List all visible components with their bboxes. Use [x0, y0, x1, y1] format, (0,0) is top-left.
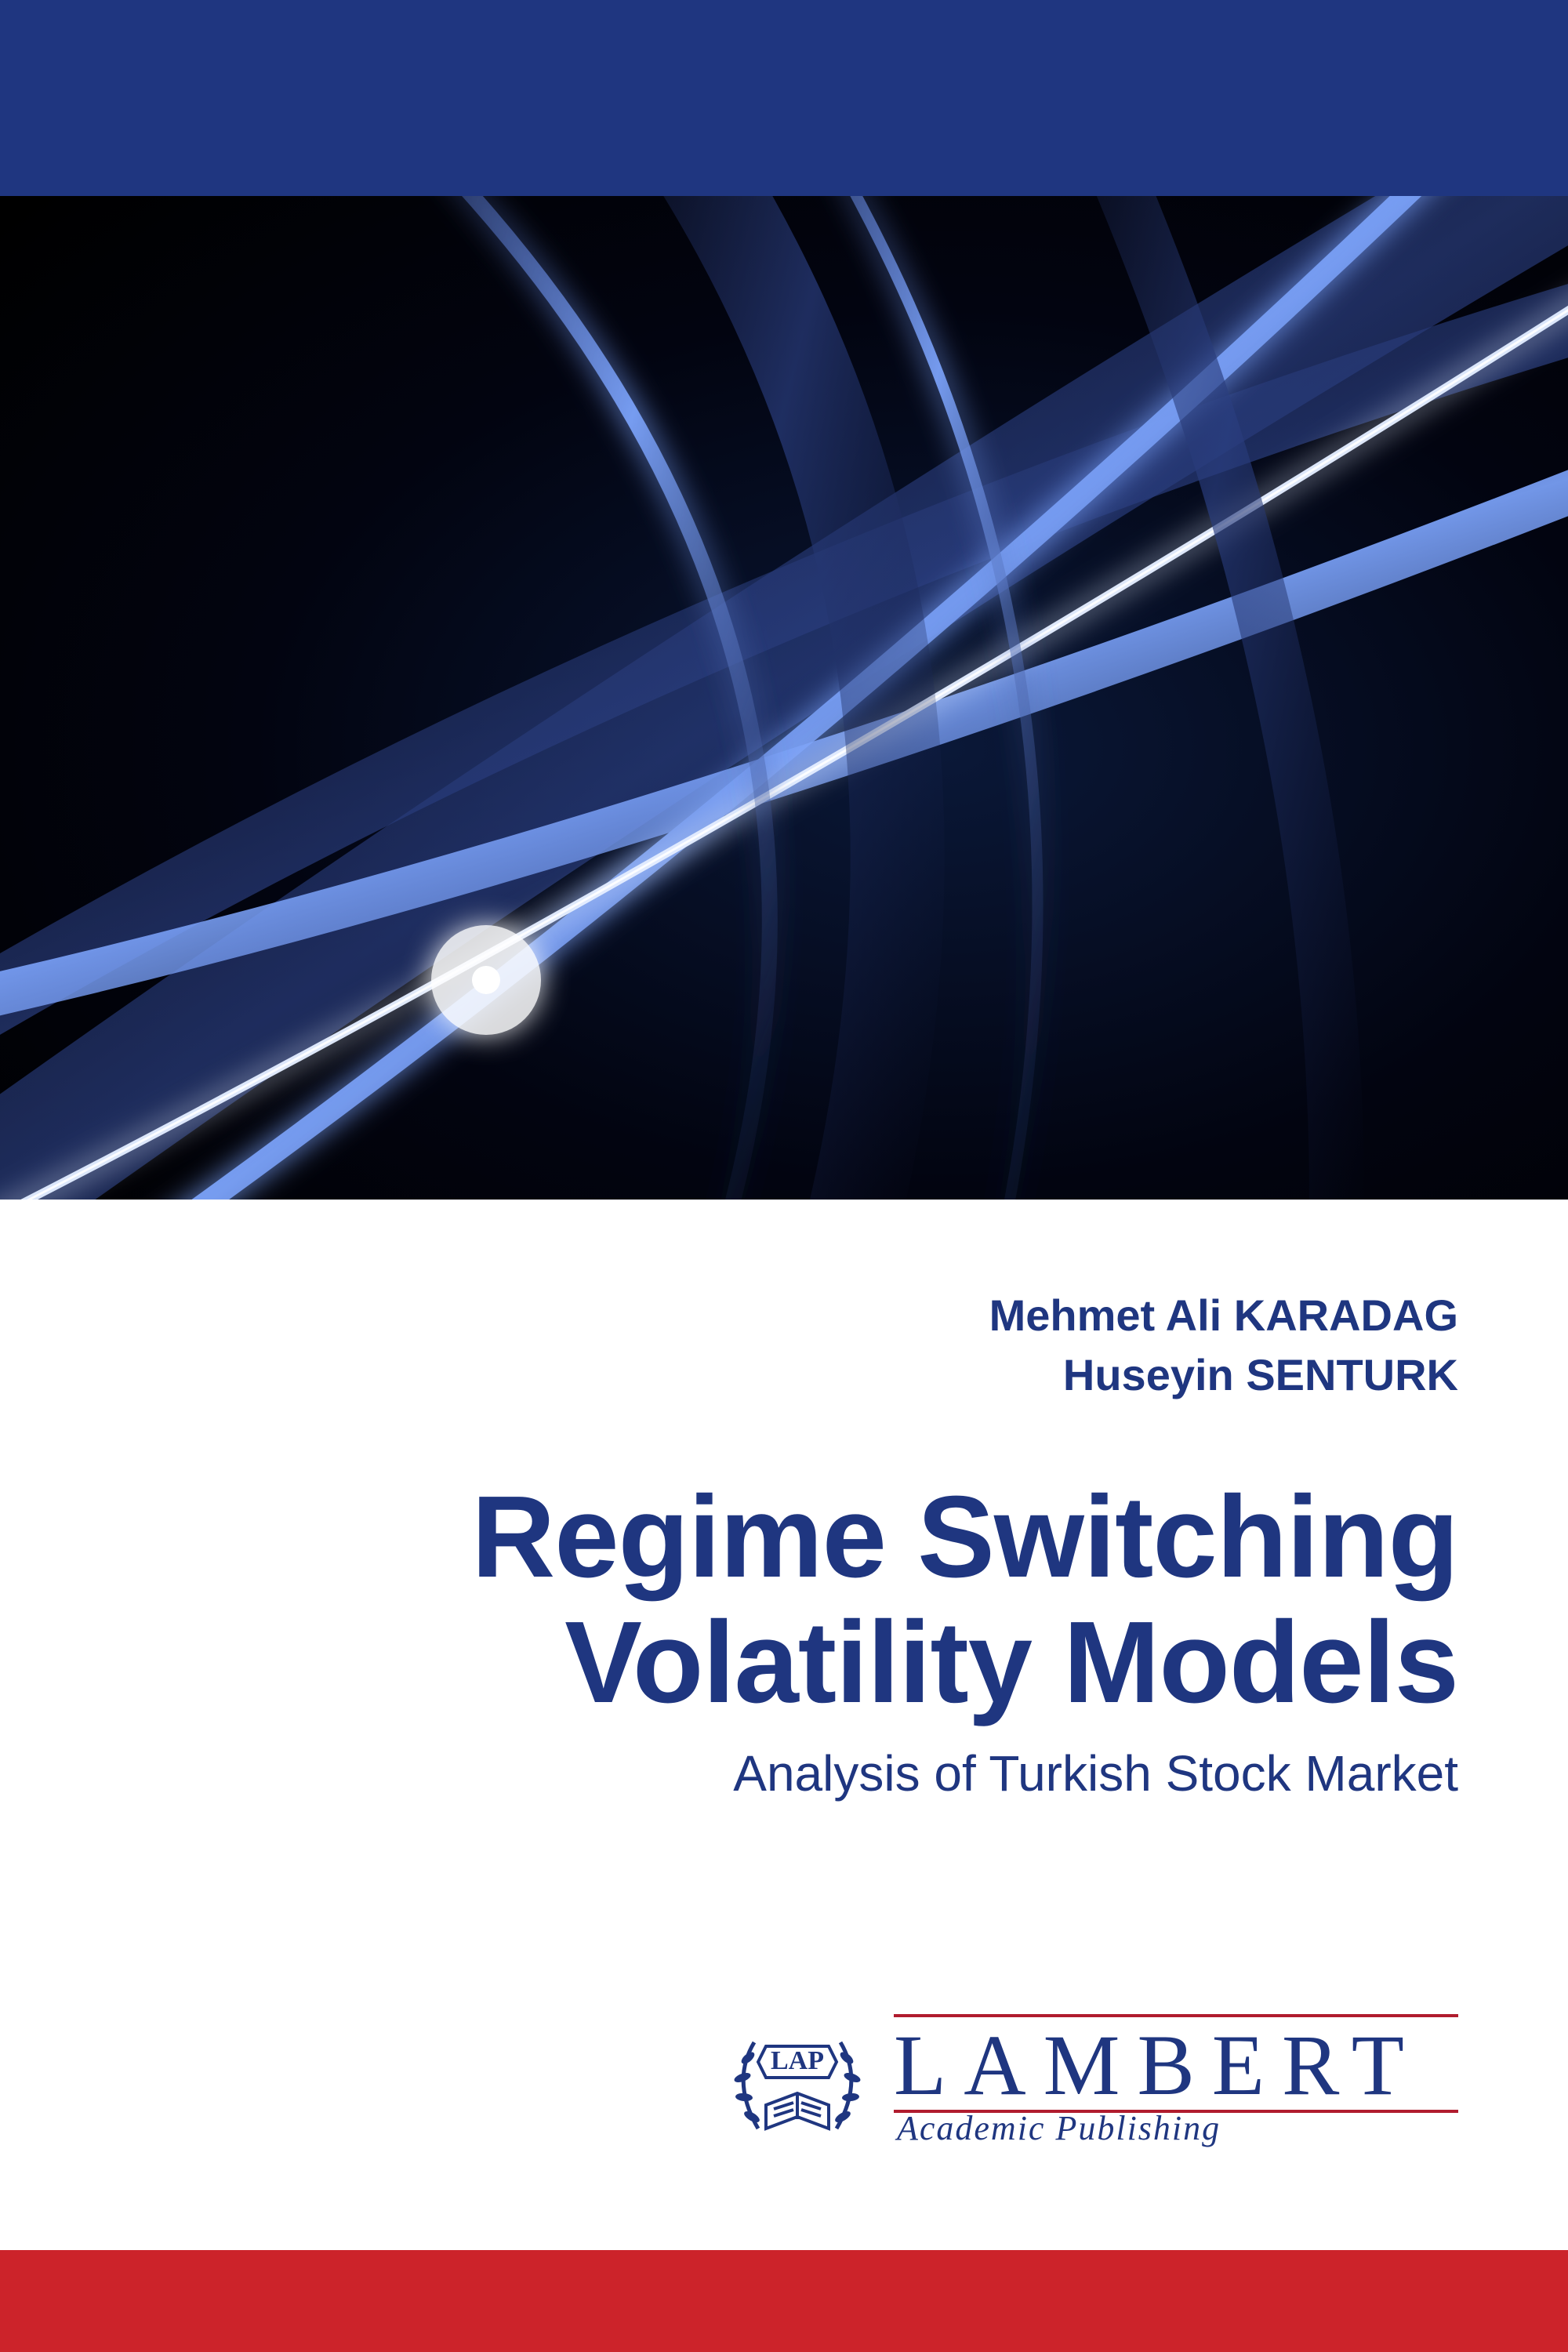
author-1: Mehmet Ali KARADAG	[110, 1286, 1458, 1345]
bottom-bar	[0, 2250, 1568, 2352]
publisher-tagline: Academic Publishing	[897, 2108, 1458, 2148]
hero-svg	[0, 196, 1568, 1200]
text-block: Mehmet Ali KARADAG Huseyin SENTURK Regim…	[0, 1200, 1568, 1802]
publisher-mark-icon: LAP	[723, 2019, 872, 2144]
authors: Mehmet Ali KARADAG Huseyin SENTURK	[110, 1286, 1458, 1404]
publisher-wordmark: LAMBERT Academic Publishing	[894, 2014, 1458, 2148]
hero-image	[0, 196, 1568, 1200]
author-2: Huseyin SENTURK	[110, 1345, 1458, 1405]
publisher-monogram: LAP	[771, 2046, 824, 2075]
publisher-brand: LAMBERT	[894, 2022, 1458, 2108]
top-bar	[0, 0, 1568, 196]
book-subtitle: Analysis of Turkish Stock Market	[110, 1744, 1458, 1802]
publisher-logo: LAP LAMBERT Academic Publishing	[723, 2014, 1458, 2148]
book-title: Regime Switching Volatility Models	[110, 1475, 1458, 1726]
book-cover: Mehmet Ali KARADAG Huseyin SENTURK Regim…	[0, 0, 1568, 2352]
